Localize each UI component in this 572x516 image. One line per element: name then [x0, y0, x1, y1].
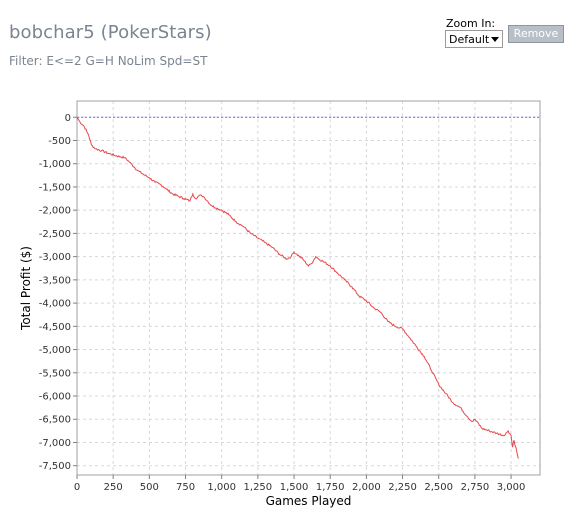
- x-tick-label: 2,500: [424, 482, 453, 493]
- x-tick-label: 2,750: [461, 482, 490, 493]
- y-tick-label: -6,000: [39, 392, 71, 403]
- y-axis-label: Total Profit ($): [19, 246, 33, 331]
- y-tick-label: -4,000: [39, 299, 71, 310]
- x-tick-label: 750: [176, 482, 195, 493]
- y-tick-label: -3,000: [39, 252, 71, 263]
- y-tick-label: -1,000: [39, 159, 71, 170]
- x-tick-label: 1,500: [280, 482, 309, 493]
- zoom-label: Zoom In:: [446, 17, 496, 30]
- plot-area: [77, 101, 540, 475]
- page-title: bobchar5 (PokerStars): [9, 22, 212, 43]
- chevron-down-icon: [491, 37, 499, 42]
- filter-label: Filter: E<=2 G=H NoLim Spd=ST: [9, 54, 208, 68]
- profit-series-line: [76, 117, 519, 459]
- y-tick-label: -5,500: [39, 368, 71, 379]
- y-tick-label: -3,500: [39, 275, 71, 286]
- y-tick-label: -5,000: [39, 345, 71, 356]
- y-tick-label: -2,000: [39, 206, 71, 217]
- y-tick-label: 0: [65, 113, 71, 124]
- plot-frame: [76, 100, 541, 476]
- zoom-select[interactable]: Default: [445, 30, 503, 48]
- x-tick-label: 1,250: [244, 482, 273, 493]
- x-tick-label: 2,250: [388, 482, 417, 493]
- y-tick-label: -7,500: [39, 461, 71, 472]
- y-tick-label: -7,000: [39, 438, 71, 449]
- y-tick-label: -2,500: [39, 229, 71, 240]
- x-tick-label: 1,000: [207, 482, 236, 493]
- x-tick-label: 2,000: [352, 482, 381, 493]
- x-tick-label: 0: [74, 482, 80, 493]
- x-tick-label: 500: [140, 482, 159, 493]
- y-tick-label: -1,500: [39, 182, 71, 193]
- y-tick-label: -6,500: [39, 415, 71, 426]
- y-tick-label: -4,500: [39, 322, 71, 333]
- x-tick-label: 3,000: [497, 482, 526, 493]
- x-tick-label: 1,750: [316, 482, 345, 493]
- remove-button[interactable]: Remove: [508, 25, 564, 43]
- x-axis-label: Games Played: [266, 494, 352, 508]
- y-tick-label: -500: [48, 136, 71, 147]
- x-tick-label: 250: [104, 482, 123, 493]
- zoom-select-value: Default: [449, 33, 490, 46]
